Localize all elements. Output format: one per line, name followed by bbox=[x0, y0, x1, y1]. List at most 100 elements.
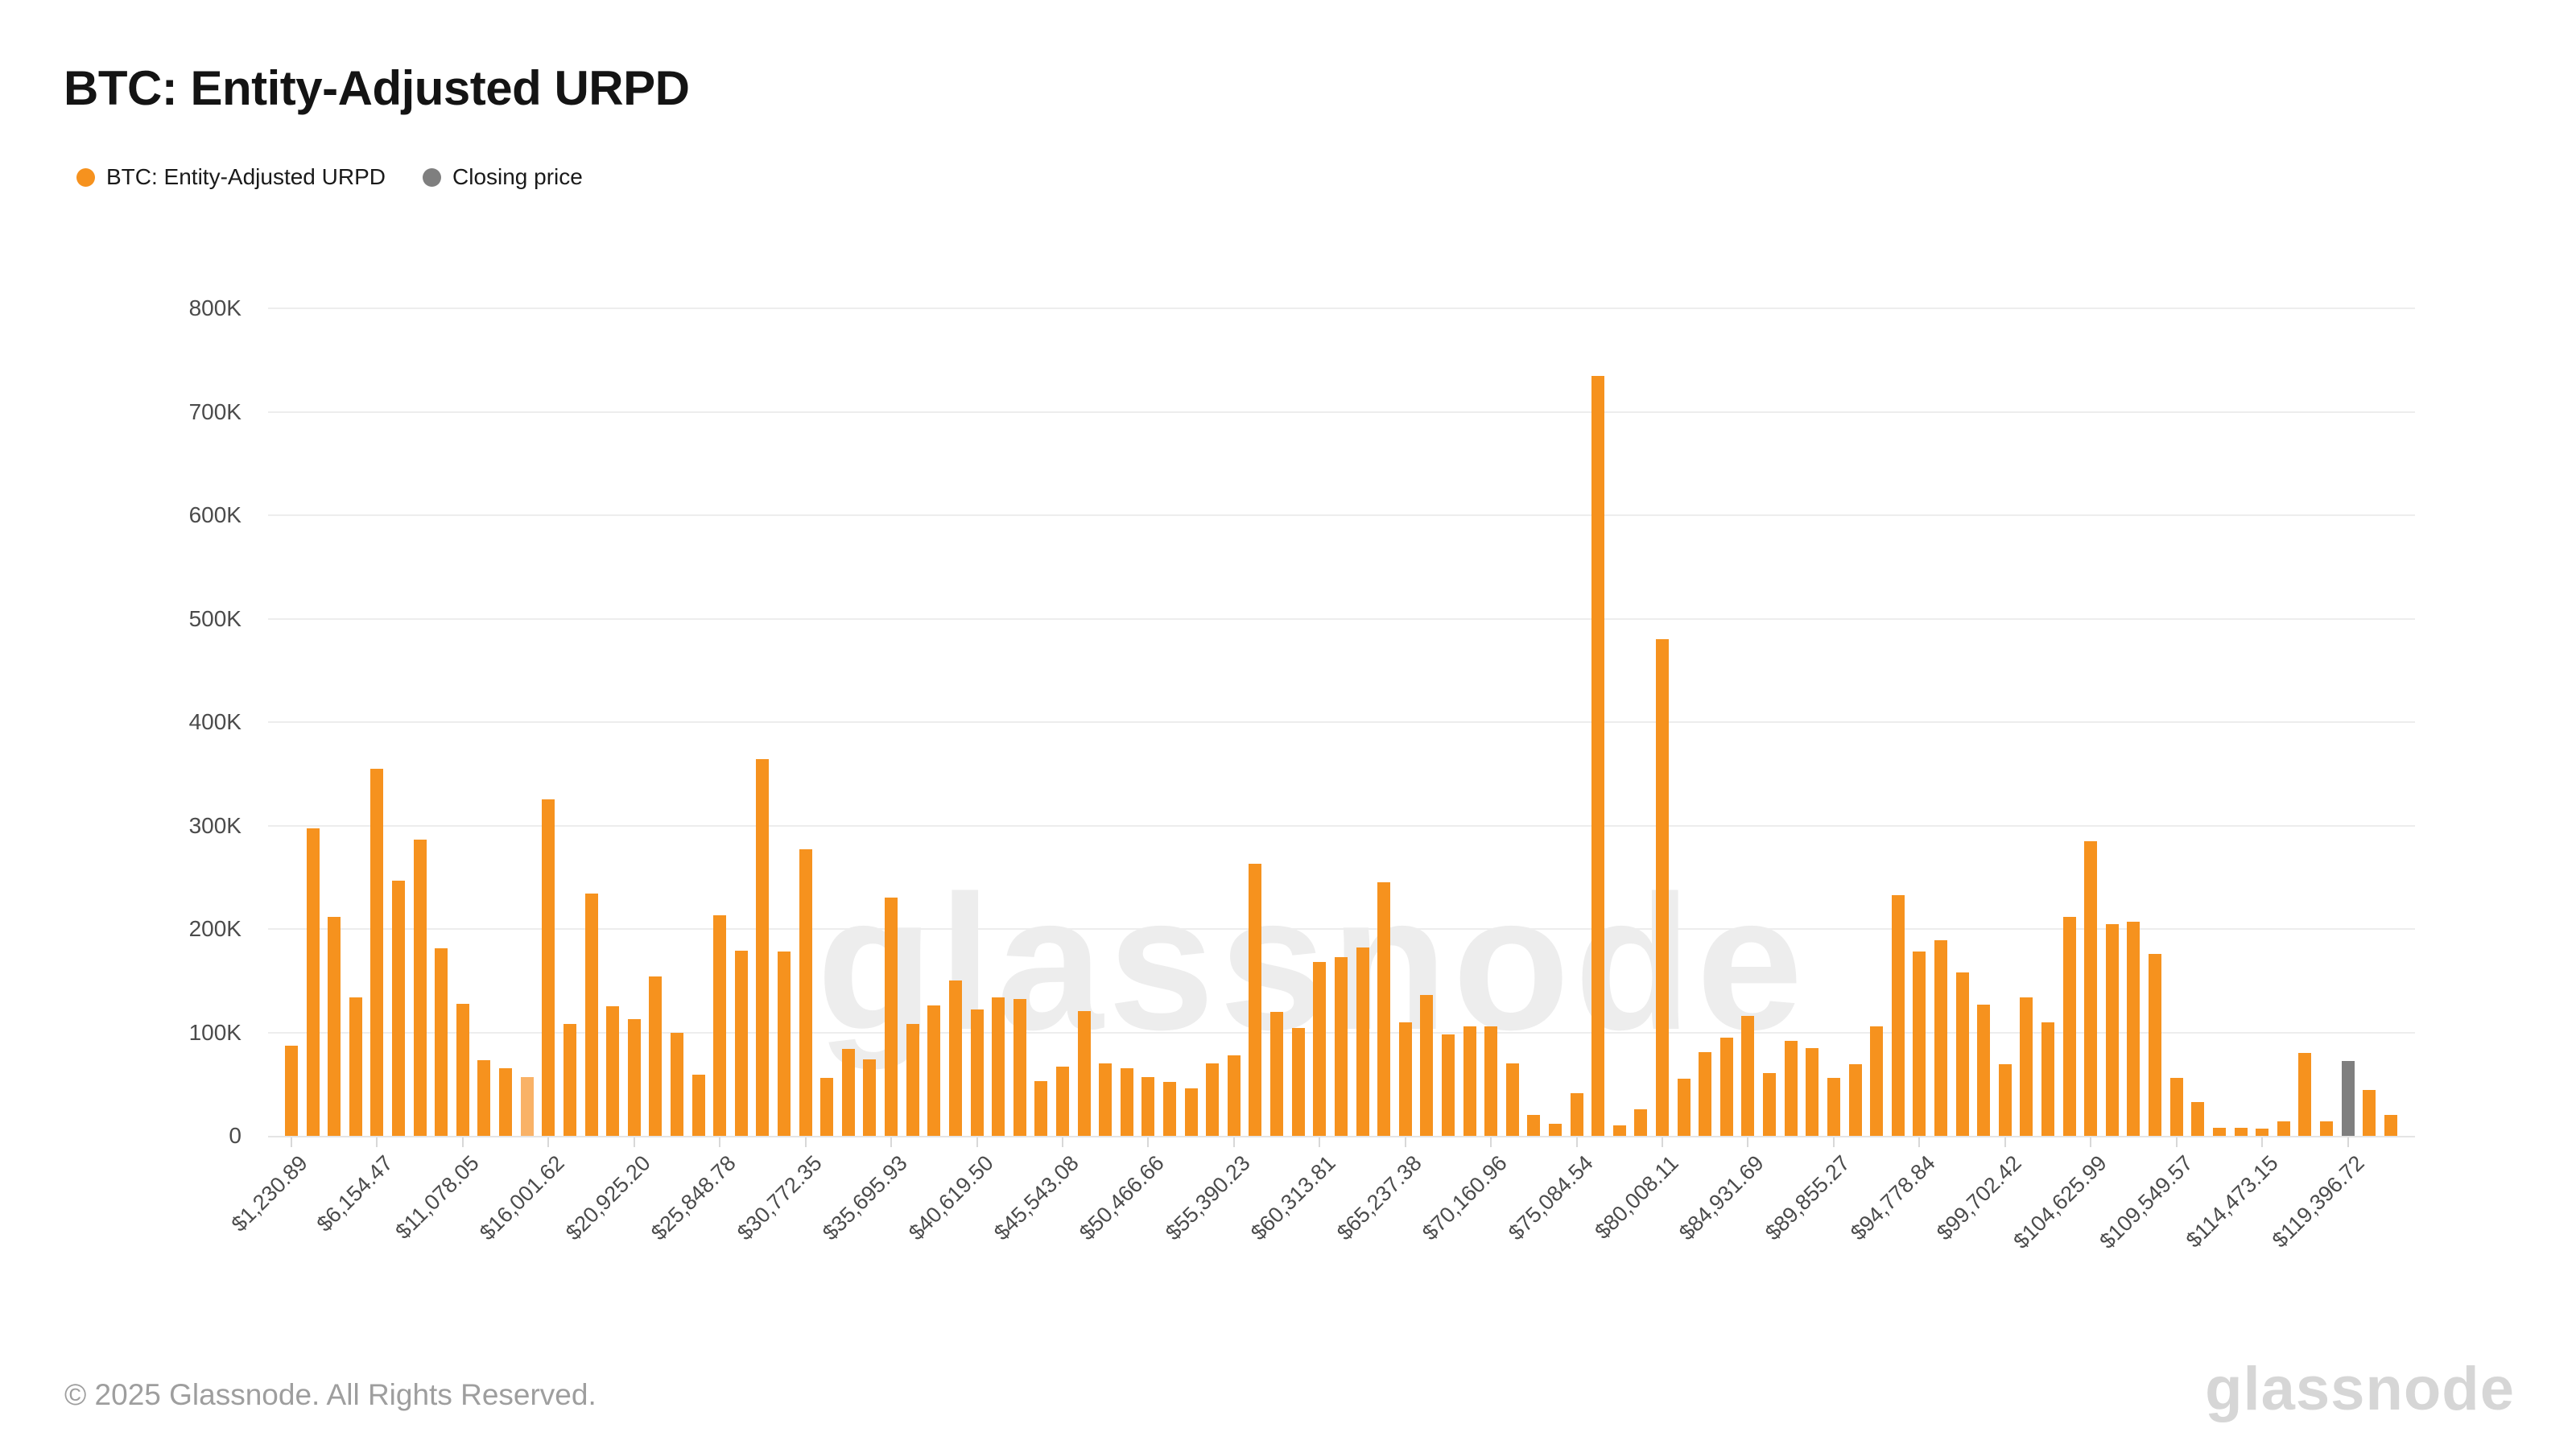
urpd-bar[interactable] bbox=[885, 898, 898, 1136]
urpd-bar[interactable] bbox=[584, 894, 598, 1136]
urpd-bar[interactable] bbox=[435, 948, 448, 1136]
urpd-bar[interactable] bbox=[1677, 1079, 1690, 1136]
urpd-bar[interactable] bbox=[1184, 1088, 1198, 1136]
urpd-bar[interactable] bbox=[2127, 922, 2140, 1136]
urpd-bar[interactable] bbox=[306, 828, 320, 1136]
urpd-bar[interactable] bbox=[2169, 1078, 2183, 1136]
urpd-bar[interactable] bbox=[1420, 995, 1434, 1136]
legend-item-urpd[interactable]: BTC: Entity-Adjusted URPD bbox=[76, 166, 386, 188]
urpd-bar[interactable] bbox=[670, 1032, 683, 1136]
urpd-bar[interactable] bbox=[392, 880, 406, 1136]
urpd-bar[interactable] bbox=[1913, 952, 1926, 1136]
urpd-bar[interactable] bbox=[1034, 1080, 1048, 1136]
urpd-bar[interactable] bbox=[2384, 1115, 2397, 1136]
urpd-bar[interactable] bbox=[349, 997, 362, 1136]
urpd-bar[interactable] bbox=[841, 1049, 855, 1136]
urpd-bar[interactable] bbox=[1441, 1034, 1455, 1136]
urpd-bar[interactable] bbox=[1998, 1064, 2012, 1136]
urpd-bar[interactable] bbox=[2041, 1022, 2055, 1136]
urpd-bar[interactable] bbox=[906, 1024, 919, 1136]
urpd-bar[interactable] bbox=[1484, 1026, 1498, 1136]
urpd-bar[interactable] bbox=[1848, 1064, 1862, 1136]
urpd-bar[interactable] bbox=[1527, 1115, 1541, 1136]
urpd-bar[interactable] bbox=[2105, 923, 2119, 1136]
urpd-bar[interactable] bbox=[2020, 997, 2033, 1136]
urpd-bar[interactable] bbox=[1806, 1047, 1819, 1136]
urpd-bar[interactable] bbox=[1013, 999, 1026, 1136]
urpd-bar[interactable] bbox=[1591, 375, 1605, 1136]
urpd-bar[interactable] bbox=[713, 915, 727, 1136]
urpd-bar[interactable] bbox=[970, 1009, 984, 1136]
urpd-bar[interactable] bbox=[285, 1046, 298, 1136]
urpd-bar[interactable] bbox=[1291, 1028, 1305, 1136]
urpd-bar[interactable] bbox=[477, 1060, 491, 1136]
urpd-bar[interactable] bbox=[1463, 1026, 1476, 1136]
urpd-bar[interactable] bbox=[1099, 1063, 1113, 1136]
urpd-bar[interactable] bbox=[2062, 916, 2076, 1136]
urpd-bar[interactable] bbox=[499, 1068, 513, 1136]
urpd-bar[interactable] bbox=[456, 1003, 469, 1136]
urpd-bar[interactable] bbox=[563, 1024, 576, 1136]
urpd-bar[interactable] bbox=[1741, 1015, 1755, 1136]
urpd-bar[interactable] bbox=[778, 952, 791, 1136]
urpd-bar[interactable] bbox=[1634, 1108, 1648, 1136]
urpd-bar[interactable] bbox=[1784, 1040, 1798, 1136]
urpd-bar[interactable] bbox=[1505, 1063, 1519, 1136]
closing-price-bar[interactable] bbox=[2341, 1061, 2355, 1136]
urpd-bar[interactable] bbox=[1163, 1082, 1176, 1136]
urpd-bar[interactable] bbox=[1249, 864, 1262, 1136]
urpd-bar[interactable] bbox=[927, 1005, 941, 1136]
urpd-bar[interactable] bbox=[1356, 947, 1369, 1136]
urpd-bar[interactable] bbox=[1827, 1078, 1840, 1136]
urpd-bar[interactable] bbox=[1891, 894, 1905, 1136]
urpd-bar[interactable] bbox=[1934, 940, 1947, 1136]
urpd-bar[interactable] bbox=[863, 1059, 877, 1136]
urpd-bar[interactable] bbox=[520, 1076, 534, 1136]
urpd-bar[interactable] bbox=[948, 980, 962, 1136]
urpd-bar[interactable] bbox=[370, 768, 384, 1136]
urpd-bar[interactable] bbox=[2234, 1127, 2248, 1136]
urpd-bar[interactable] bbox=[1077, 1010, 1091, 1136]
urpd-bar[interactable] bbox=[2277, 1121, 2290, 1136]
urpd-bar[interactable] bbox=[1548, 1123, 1562, 1136]
urpd-bar[interactable] bbox=[1955, 972, 1969, 1136]
urpd-bar[interactable] bbox=[413, 840, 427, 1136]
urpd-bar[interactable] bbox=[820, 1078, 834, 1136]
urpd-bar[interactable] bbox=[1206, 1063, 1220, 1136]
urpd-bar[interactable] bbox=[734, 950, 748, 1136]
urpd-bar[interactable] bbox=[1227, 1055, 1241, 1136]
urpd-bar[interactable] bbox=[2363, 1090, 2376, 1136]
urpd-bar[interactable] bbox=[1719, 1037, 1733, 1136]
urpd-bar[interactable] bbox=[542, 799, 555, 1136]
urpd-bar[interactable] bbox=[2191, 1101, 2205, 1136]
urpd-bar[interactable] bbox=[2149, 953, 2162, 1136]
urpd-bar[interactable] bbox=[691, 1075, 705, 1136]
urpd-bar[interactable] bbox=[1570, 1093, 1583, 1136]
urpd-bar[interactable] bbox=[1699, 1051, 1712, 1136]
urpd-bar[interactable] bbox=[1763, 1072, 1777, 1136]
urpd-bar[interactable] bbox=[2084, 840, 2098, 1136]
urpd-bar[interactable] bbox=[627, 1018, 641, 1136]
urpd-bar[interactable] bbox=[1120, 1068, 1133, 1136]
urpd-bar[interactable] bbox=[992, 997, 1005, 1136]
urpd-bar[interactable] bbox=[2319, 1121, 2333, 1136]
urpd-bar[interactable] bbox=[1612, 1125, 1626, 1136]
urpd-bar[interactable] bbox=[799, 849, 812, 1136]
urpd-bar[interactable] bbox=[2212, 1127, 2226, 1136]
urpd-bar[interactable] bbox=[1313, 962, 1327, 1136]
urpd-bar[interactable] bbox=[1270, 1011, 1284, 1136]
urpd-bar[interactable] bbox=[756, 759, 770, 1136]
urpd-bar[interactable] bbox=[1656, 639, 1670, 1136]
legend-item-closing-price[interactable]: Closing price bbox=[423, 166, 583, 188]
urpd-bar[interactable] bbox=[2298, 1053, 2312, 1136]
urpd-bar[interactable] bbox=[1334, 956, 1348, 1136]
urpd-bar[interactable] bbox=[2256, 1129, 2269, 1136]
urpd-bar[interactable] bbox=[606, 1006, 620, 1136]
urpd-bar[interactable] bbox=[649, 976, 663, 1136]
urpd-bar[interactable] bbox=[1377, 882, 1391, 1136]
urpd-bar[interactable] bbox=[1055, 1066, 1069, 1136]
urpd-bar[interactable] bbox=[1977, 1004, 1991, 1136]
bar-chart-plot[interactable]: glassnode 0 100K 200K 300K 400K 500K 600K 700K 8… bbox=[0, 242, 2576, 1256]
urpd-bar[interactable] bbox=[1398, 1022, 1412, 1136]
urpd-bar[interactable] bbox=[328, 916, 341, 1136]
